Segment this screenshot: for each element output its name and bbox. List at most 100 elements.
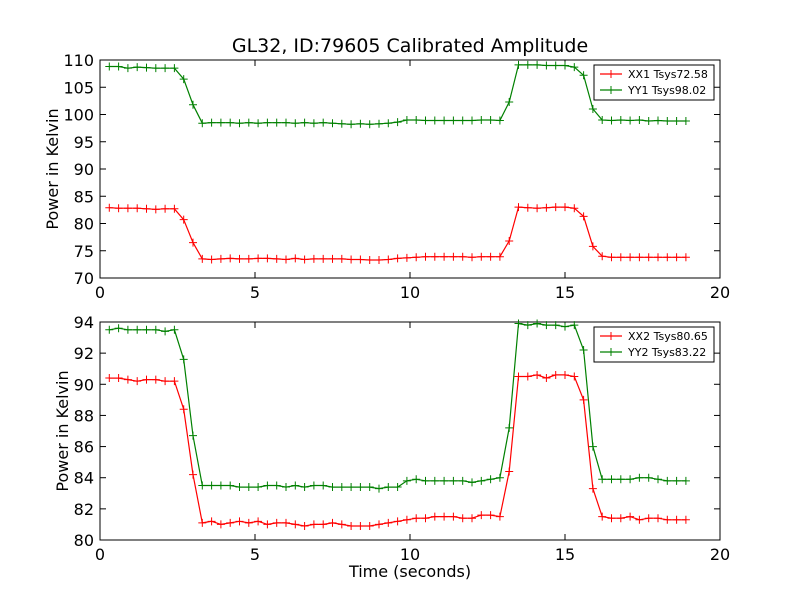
data-point	[505, 467, 514, 476]
y-tick-label: 94	[74, 313, 94, 332]
x-tick-label: 5	[250, 545, 260, 564]
data-point	[347, 120, 356, 129]
data-point	[486, 511, 495, 520]
data-point	[468, 116, 476, 125]
data-point	[142, 204, 151, 213]
data-point	[375, 484, 383, 493]
data-point	[282, 518, 290, 527]
data-point	[430, 476, 439, 485]
data-point	[672, 476, 681, 485]
data-point	[133, 63, 142, 72]
data-point	[347, 521, 356, 530]
data-point	[514, 372, 523, 381]
data-point	[681, 117, 690, 126]
chart-title: GL32, ID:79605 Calibrated Amplitude	[232, 35, 588, 57]
x-tick-label: 10	[400, 283, 420, 302]
data-point	[123, 64, 132, 73]
data-point	[309, 520, 318, 529]
data-point	[616, 514, 625, 523]
data-point	[579, 71, 588, 80]
data-point	[402, 253, 411, 262]
data-point	[244, 118, 253, 127]
data-point	[477, 115, 486, 124]
legend-box	[593, 64, 715, 101]
legend: XX1 Tsys72.58 YY1 Tsys98.02	[593, 64, 715, 101]
data-point	[579, 212, 588, 221]
data-point	[486, 475, 495, 484]
data-point	[170, 204, 179, 213]
data-point	[384, 518, 393, 527]
data-point	[542, 321, 551, 330]
data-point	[300, 521, 309, 530]
data-point	[598, 512, 607, 521]
data-point	[402, 476, 411, 485]
series-yy1	[105, 60, 690, 129]
legend-label: XX2 Tsys80.65	[628, 330, 708, 343]
y-axis-label: Power in Kelvin	[43, 108, 62, 229]
data-point	[449, 476, 458, 485]
data-point	[393, 517, 402, 526]
data-point	[486, 115, 495, 124]
legend-label: XX1 Tsys72.58	[628, 68, 708, 81]
data-point	[309, 254, 318, 263]
data-point	[179, 75, 188, 84]
data-point	[477, 252, 486, 261]
data-point	[105, 325, 114, 334]
data-point	[207, 481, 216, 490]
data-point	[356, 483, 365, 492]
y-tick-label: 88	[74, 406, 94, 425]
data-point	[226, 518, 235, 527]
data-point	[626, 475, 635, 484]
y-tick-label: 70	[74, 269, 94, 288]
data-point	[263, 254, 272, 263]
data-point	[300, 118, 309, 127]
data-point	[672, 117, 681, 126]
data-point	[616, 115, 625, 124]
data-point	[393, 254, 402, 263]
data-point	[319, 481, 328, 490]
data-point	[458, 252, 467, 261]
data-point	[523, 60, 532, 69]
data-point	[319, 254, 328, 263]
data-point	[468, 514, 476, 523]
data-point	[254, 483, 263, 492]
legend-marker	[607, 70, 615, 78]
data-point	[114, 204, 123, 213]
data-point	[142, 375, 151, 384]
data-point	[198, 518, 207, 527]
data-point	[477, 476, 486, 485]
data-point	[365, 483, 374, 492]
data-point	[114, 374, 123, 383]
data-point	[570, 63, 579, 72]
data-point	[356, 119, 365, 128]
data-point	[235, 483, 244, 492]
data-point	[207, 255, 216, 264]
data-point	[133, 204, 142, 213]
data-point	[105, 374, 114, 383]
data-point	[663, 476, 672, 485]
data-point	[523, 321, 532, 330]
data-point	[337, 254, 346, 263]
x-tick-label: 20	[710, 545, 730, 564]
y-tick-label: 90	[74, 160, 94, 179]
data-point	[263, 520, 272, 529]
data-point	[570, 321, 579, 330]
data-point	[412, 514, 421, 523]
data-point	[495, 252, 504, 261]
data-point	[198, 481, 207, 490]
data-point	[179, 215, 188, 224]
data-point	[495, 512, 504, 521]
data-point	[226, 254, 235, 263]
data-point	[161, 377, 170, 386]
data-point	[375, 520, 383, 529]
data-point	[598, 252, 607, 261]
data-point	[179, 355, 188, 364]
data-point	[607, 253, 616, 262]
series-yy2	[105, 319, 690, 493]
y-tick-label: 110	[63, 51, 94, 70]
data-point	[356, 255, 365, 264]
data-point	[579, 346, 588, 355]
data-point	[216, 254, 225, 263]
data-point	[551, 321, 560, 330]
data-point	[319, 520, 328, 529]
